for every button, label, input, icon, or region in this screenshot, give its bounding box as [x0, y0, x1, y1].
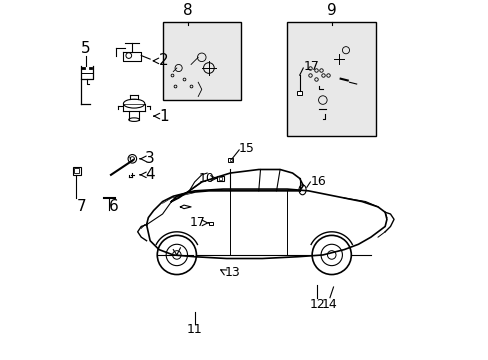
Bar	[229, 159, 232, 161]
Bar	[297, 91, 302, 95]
Bar	[228, 158, 232, 162]
Text: 6: 6	[109, 199, 119, 215]
Bar	[74, 168, 79, 174]
Text: 17: 17	[189, 216, 205, 229]
Bar	[217, 176, 224, 181]
Text: 10: 10	[198, 172, 214, 185]
Text: 12: 12	[309, 298, 325, 311]
Text: 13: 13	[224, 266, 240, 279]
Bar	[163, 22, 241, 100]
Text: 4: 4	[144, 167, 154, 182]
Text: 17: 17	[303, 60, 319, 73]
Bar	[208, 222, 213, 225]
Text: 15: 15	[239, 141, 255, 155]
Text: 5: 5	[81, 41, 91, 56]
Text: 7: 7	[76, 199, 86, 215]
Bar	[218, 177, 222, 180]
Text: 16: 16	[310, 175, 325, 188]
Text: 1: 1	[159, 109, 168, 123]
Text: 3: 3	[144, 151, 154, 166]
Text: 11: 11	[186, 323, 202, 336]
Text: 2: 2	[159, 53, 168, 68]
Text: 14: 14	[322, 298, 337, 311]
Bar	[286, 22, 375, 136]
Text: 8: 8	[183, 3, 192, 18]
Text: 9: 9	[326, 3, 336, 18]
Bar	[73, 167, 81, 175]
